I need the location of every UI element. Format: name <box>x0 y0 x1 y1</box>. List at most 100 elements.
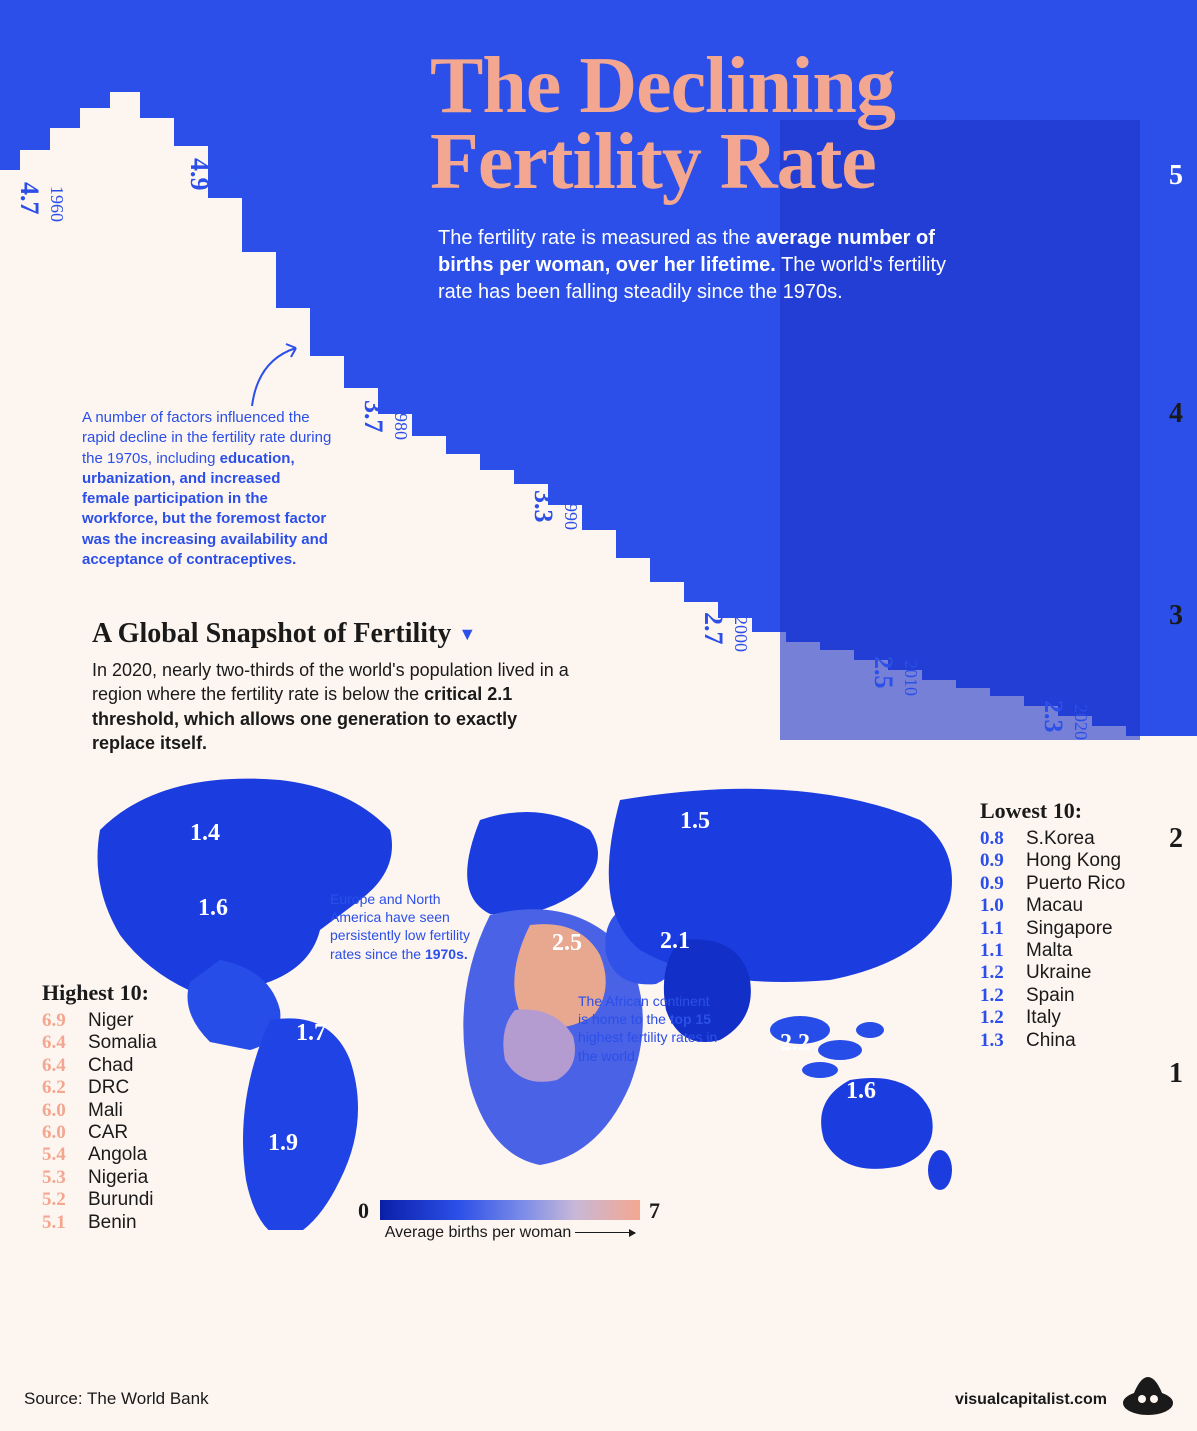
list-name: Ukraine <box>1026 962 1091 984</box>
legend-gradient-bar <box>380 1200 640 1220</box>
list-item: 5.3 Nigeria <box>42 1167 157 1189</box>
annotation-bold: education, urbanization, and increased f… <box>82 450 328 568</box>
list-name: Nigeria <box>88 1167 148 1189</box>
subtitle-pre: The fertility rate is measured as the <box>438 227 756 249</box>
list-value: 1.3 <box>980 1030 1018 1052</box>
stair-year: 1990 <box>560 494 581 530</box>
footer-brand: visualcapitalist.com <box>955 1391 1107 1409</box>
list-item: 1.1 Singapore <box>980 918 1125 940</box>
stair-label: 4.71960 <box>14 182 67 222</box>
color-legend: 0 7 Average births per woman <box>380 1200 640 1242</box>
list-item: 1.1Malta <box>980 940 1125 962</box>
stair-step <box>80 0 110 108</box>
stair-label: 3.31990 <box>528 490 581 530</box>
highest-title: Highest 10: <box>42 980 157 1006</box>
list-value: 6.2 <box>42 1077 80 1099</box>
list-item: 1.2 Italy <box>980 1007 1125 1029</box>
stair-year: 1960 <box>46 186 67 222</box>
list-name: China <box>1026 1030 1076 1052</box>
map-region-value: 1.6 <box>846 1078 876 1105</box>
list-value: 6.4 <box>42 1032 80 1054</box>
annotation-arrow <box>248 340 308 410</box>
list-name: S.Korea <box>1026 828 1095 850</box>
stair-step <box>378 0 412 414</box>
list-value: 1.2 <box>980 1007 1018 1029</box>
list-item: 6.9 Niger <box>42 1010 157 1032</box>
list-value: 0.8 <box>980 828 1018 850</box>
list-item: 5.4Angola <box>42 1144 157 1166</box>
list-item: 6.4 Somalia <box>42 1032 157 1054</box>
map-annotation-africa: The African continent is home to the top… <box>578 992 718 1065</box>
stair-label: 2.32020 <box>1038 700 1091 740</box>
list-item: 6.0 Mali <box>42 1100 157 1122</box>
list-value: 1.1 <box>980 918 1018 940</box>
list-value: 6.0 <box>42 1100 80 1122</box>
lowest-title: Lowest 10: <box>980 798 1125 824</box>
map-region-value: 2.5 <box>552 930 582 957</box>
list-item: 6.2 DRC <box>42 1077 157 1099</box>
list-value: 1.2 <box>980 985 1018 1007</box>
legend-max: 7 <box>649 1198 660 1224</box>
stair-step <box>242 0 276 252</box>
highest-10-list: Highest 10: 6.9Niger6.4Somalia6.4Chad6.2… <box>42 980 157 1234</box>
arrow-right-icon <box>575 1232 635 1233</box>
map-region-value: 2.2 <box>780 1030 810 1057</box>
stair-step <box>174 0 208 146</box>
legend-label: Average births per woman <box>380 1224 640 1242</box>
brand-logo-icon <box>1121 1373 1175 1417</box>
list-value: 1.2 <box>980 962 1018 984</box>
stair-value: 2.3 <box>1038 700 1068 740</box>
section-heading-text: A Global Snapshot of Fertility <box>92 618 451 649</box>
subtitle: The fertility rate is measured as the av… <box>438 225 978 306</box>
axis-tick: 1 <box>1169 1058 1183 1090</box>
triangle-down-icon: ▼ <box>458 624 476 644</box>
stair-step <box>110 0 140 92</box>
list-item: 5.2Burundi <box>42 1189 157 1211</box>
list-name: Somalia <box>88 1032 157 1054</box>
lowest-10-list: Lowest 10: 0.8 S.Korea0.9Hong Kong0.9 Puer… <box>980 798 1125 1052</box>
list-name: Italy <box>1026 1007 1061 1029</box>
list-name: Niger <box>88 1010 133 1032</box>
stair-year: 1970 <box>216 162 237 198</box>
list-item: 1.0Macau <box>980 895 1125 917</box>
stair-label: 2.52010 <box>868 656 921 696</box>
list-name: Malta <box>1026 940 1072 962</box>
list-value: 0.9 <box>980 873 1018 895</box>
title-line-2: Fertility Rate <box>430 124 895 200</box>
stair-step <box>50 0 80 128</box>
list-item: 0.9 Puerto Rico <box>980 873 1125 895</box>
list-name: Mali <box>88 1100 123 1122</box>
stair-label: 4.91970 <box>184 158 237 198</box>
stair-value: 3.3 <box>528 490 558 530</box>
silhouette-illustration <box>780 120 1140 740</box>
list-item: 0.8 S.Korea <box>980 828 1125 850</box>
list-item: 0.9Hong Kong <box>980 850 1125 872</box>
map-region-value: 1.4 <box>190 820 220 847</box>
list-name: Hong Kong <box>1026 850 1121 872</box>
stair-label: 2.72000 <box>698 612 751 652</box>
stair-step <box>20 0 50 150</box>
map-annotation-europe: Europe and North America have seen persi… <box>330 890 480 963</box>
axis-tick: 5 <box>1169 160 1183 192</box>
stair-value: 3.7 <box>358 400 388 440</box>
list-name: Singapore <box>1026 918 1113 940</box>
list-item: 5.1Benin <box>42 1212 157 1234</box>
list-item: 1.2Spain <box>980 985 1125 1007</box>
section-paragraph: In 2020, nearly two-thirds of the world'… <box>92 658 572 755</box>
list-value: 5.3 <box>42 1167 80 1189</box>
stair-year: 1980 <box>390 404 411 440</box>
infographic-canvas: The Declining Fertility Rate The fertili… <box>0 0 1197 1431</box>
stair-value: 4.9 <box>184 158 214 198</box>
stair-step <box>140 0 174 118</box>
list-value: 5.4 <box>42 1144 80 1166</box>
stair-value: 2.5 <box>868 656 898 696</box>
list-value: 6.4 <box>42 1055 80 1077</box>
footer-source: Source: The World Bank <box>24 1389 209 1409</box>
list-item: 1.3 China <box>980 1030 1125 1052</box>
list-name: DRC <box>88 1077 129 1099</box>
axis-tick: 2 <box>1169 823 1183 855</box>
list-value: 6.9 <box>42 1010 80 1032</box>
section-heading: A Global Snapshot of Fertility ▼ <box>92 618 476 650</box>
list-name: Puerto Rico <box>1026 873 1125 895</box>
legend-min: 0 <box>358 1198 369 1224</box>
